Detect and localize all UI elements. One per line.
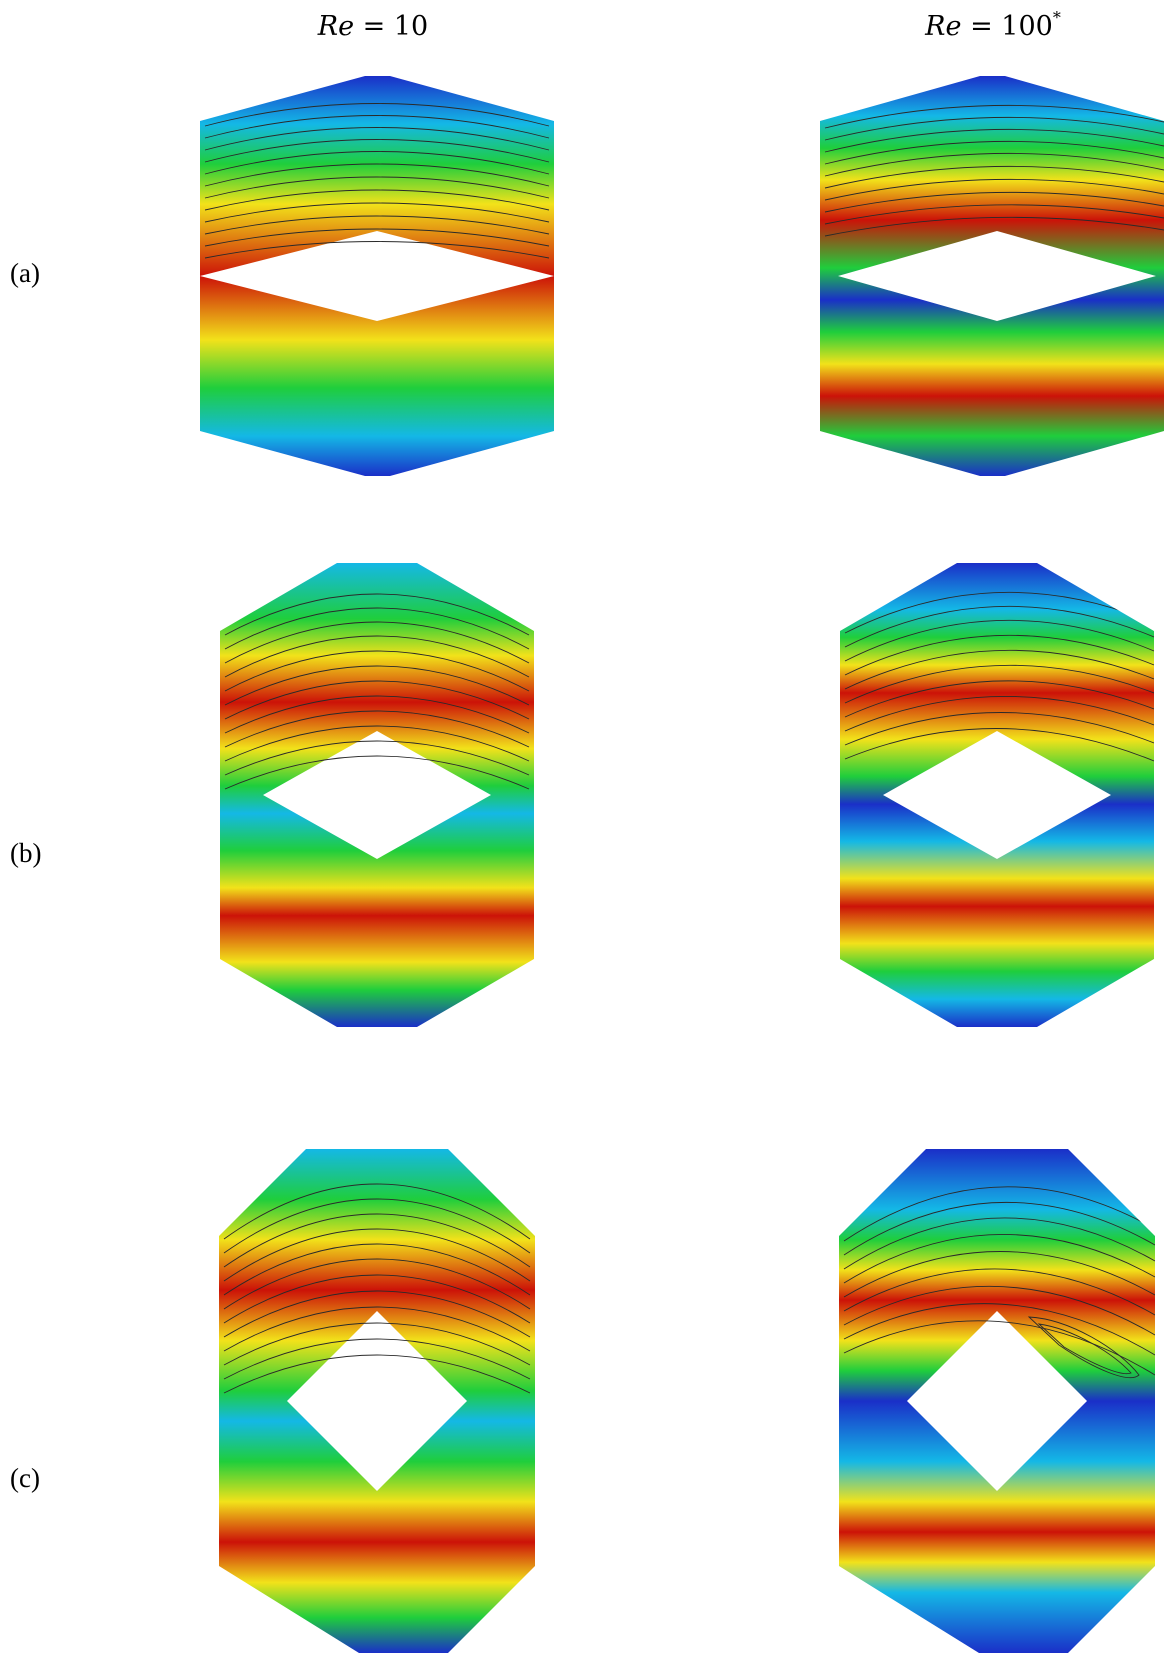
row-label-b: (b) xyxy=(10,838,42,868)
column-header-re100: Re = 100* xyxy=(925,8,1061,42)
column-header-re10: Re = 10 xyxy=(317,11,429,42)
row-label-a: (a) xyxy=(10,258,40,288)
row-label-c: (c) xyxy=(10,1463,40,1493)
panel-b-re10 xyxy=(220,563,534,1027)
panel-c-re100 xyxy=(839,1149,1155,1653)
panel-c-re10 xyxy=(219,1149,535,1653)
panel-b-re100 xyxy=(840,563,1154,1027)
panel-a-re10 xyxy=(200,76,554,476)
panel-a-re100 xyxy=(820,76,1164,476)
